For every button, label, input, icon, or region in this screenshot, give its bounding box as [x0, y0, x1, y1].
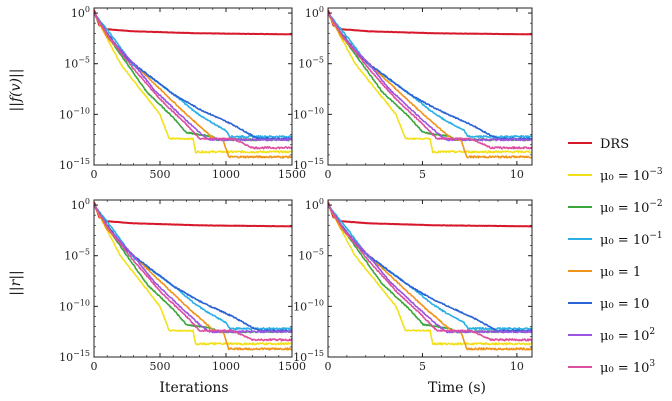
- series-line-7: [94, 205, 292, 342]
- x-tick-label: 0: [325, 360, 332, 373]
- series-line-0: [94, 201, 292, 228]
- series-line-3: [94, 12, 292, 139]
- series-line-6: [94, 204, 292, 334]
- legend-label-4: μ₀ = 1: [600, 265, 641, 280]
- series-line-0: [328, 201, 532, 228]
- x-tick-label: 500: [150, 168, 171, 181]
- x-tick-label: 0: [325, 168, 332, 181]
- series-line-1: [94, 12, 292, 154]
- series-line-5: [94, 13, 292, 141]
- series-line-7: [328, 204, 532, 342]
- legend-label-7: μ₀ = 103: [600, 359, 655, 376]
- y-tick-label: 100: [71, 197, 90, 212]
- series-line-1: [94, 204, 292, 346]
- panel-bottom-right: 100 10−5 10−10 10−150 5 10: [293, 197, 533, 373]
- x-tick-label: 0: [91, 168, 98, 181]
- y-tick-label: 10−10: [59, 106, 90, 121]
- series-line-6: [328, 12, 532, 142]
- legend-label-1: μ₀ = 10−3: [600, 167, 663, 184]
- legend-label-0: DRS: [600, 137, 629, 152]
- y-axis-label-fv: ||f(v)||: [8, 69, 24, 112]
- x-tick-label: 10: [510, 360, 524, 373]
- y-tick-label: 10−5: [298, 248, 324, 263]
- x-tick-label: 1500: [278, 360, 306, 373]
- series-line-6: [94, 12, 292, 142]
- x-tick-label: 1500: [278, 168, 306, 181]
- legend-label-2: μ₀ = 10−2: [600, 199, 663, 216]
- x-tick-label: 10: [510, 168, 524, 181]
- plot-frame: [327, 7, 533, 166]
- series-line-7: [328, 12, 532, 150]
- panel-top-right: 100 10−5 10−10 10−150 5 10: [293, 5, 533, 181]
- y-tick-label: 10−10: [293, 298, 324, 313]
- x-tick-label: 0: [91, 360, 98, 373]
- legend-label-5: μ₀ = 10: [600, 297, 649, 312]
- x-axis-label-iterations: Iterations: [159, 380, 228, 396]
- x-axis-label-time: Time (s): [428, 380, 486, 396]
- legend-label-3: μ₀ = 10−1: [600, 231, 663, 248]
- y-tick-label: 10−10: [59, 298, 90, 313]
- y-tick-label: 10−10: [293, 106, 324, 121]
- y-tick-label: 10−5: [64, 248, 90, 263]
- x-tick-label: 1000: [212, 360, 240, 373]
- y-tick-label: 10−5: [298, 56, 324, 71]
- y-tick-label: 10−5: [64, 56, 90, 71]
- y-tick-label: 10−15: [59, 349, 90, 364]
- y-tick-label: 100: [305, 5, 324, 20]
- x-tick-label: 5: [419, 360, 426, 373]
- series-line-6: [328, 204, 532, 334]
- plot-frame: [93, 7, 293, 166]
- series-line-7: [94, 12, 292, 150]
- x-tick-label: 1000: [212, 168, 240, 181]
- series-line-1: [328, 204, 532, 346]
- y-tick-label: 10−15: [293, 157, 324, 172]
- panel-bottom-left: 100 10−5 10−10 10−150 500 1000 1500: [59, 197, 306, 373]
- y-tick-label: 10−15: [59, 157, 90, 172]
- series-line-0: [94, 9, 292, 36]
- panel-top-left: 100 10−5 10−10 10−150 500 1000 1500: [59, 5, 306, 181]
- y-tick-label: 100: [71, 5, 90, 20]
- series-line-1: [328, 12, 532, 154]
- y-tick-label: 100: [305, 197, 324, 212]
- legend-label-6: μ₀ = 102: [600, 327, 655, 344]
- x-tick-label: 5: [419, 168, 426, 181]
- legend: DRS μ₀ = 10−3 μ₀ = 10−2 μ₀ = 10−1 μ₀ = 1 μ₀ =…: [568, 137, 663, 376]
- plot-frame: [93, 199, 293, 358]
- y-axis-label-r: ||r||: [8, 270, 24, 296]
- y-tick-label: 10−15: [293, 349, 324, 364]
- series-line-0: [328, 9, 532, 36]
- plot-frame: [327, 199, 533, 358]
- x-tick-label: 500: [150, 360, 171, 373]
